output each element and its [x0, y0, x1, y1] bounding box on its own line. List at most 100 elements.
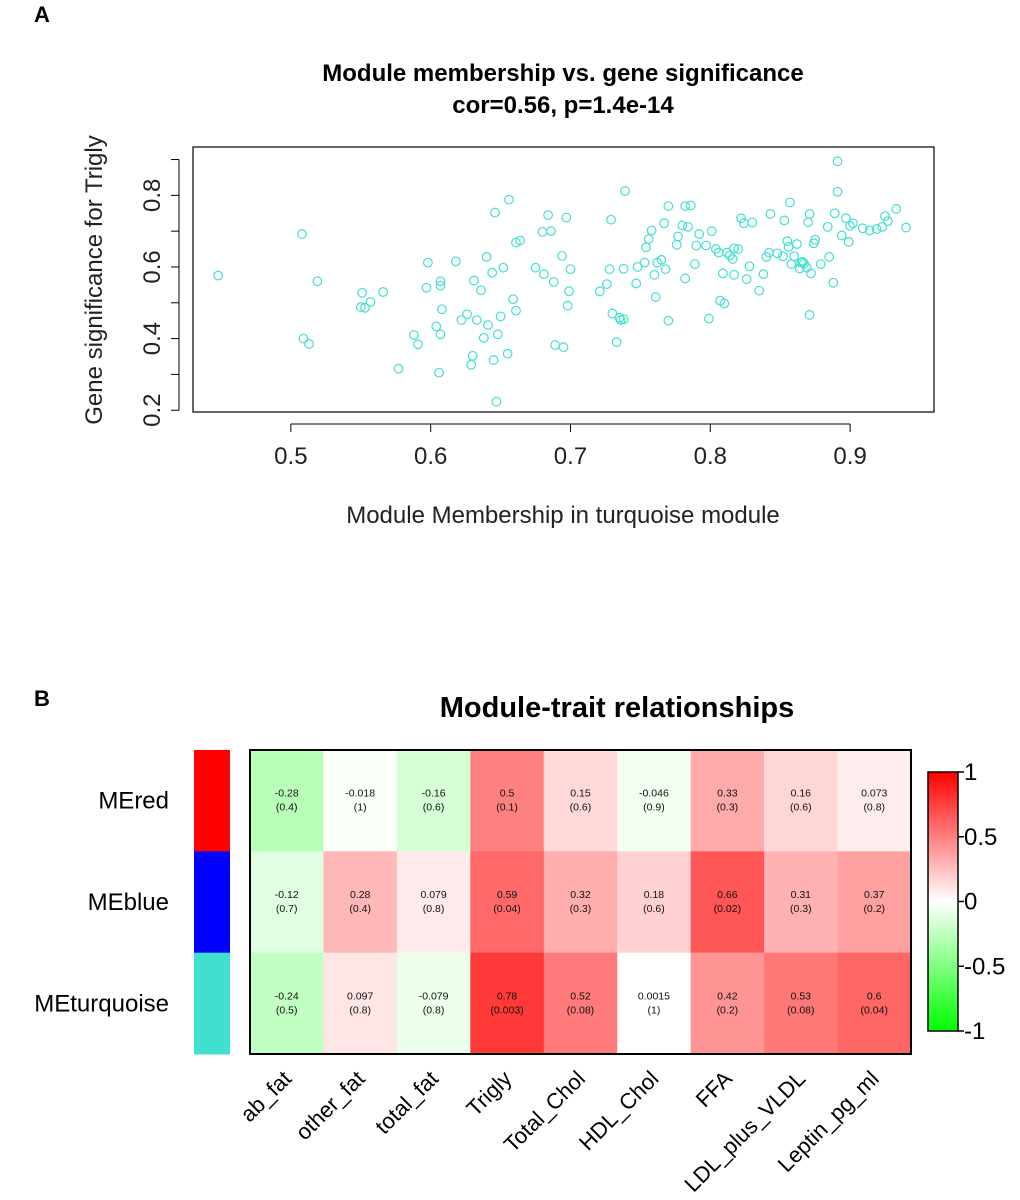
scatter-point [704, 313, 714, 324]
scatter-point [601, 279, 612, 290]
scatter-point [483, 320, 493, 330]
scatter-subtitle: cor=0.56, p=1.4e-14 [452, 92, 674, 119]
heatmap-cell-value: 0.6 [867, 990, 882, 1002]
scatter-point [832, 156, 843, 167]
scatter-point [673, 231, 684, 242]
heatmap-cell [323, 750, 398, 852]
scatter-point [641, 242, 651, 253]
heatmap-cell-pvalue: (0.08) [567, 1004, 594, 1016]
heatmap-cell-value: 0.42 [717, 990, 738, 1002]
panel-a-label: A [34, 2, 50, 27]
heatmap-cell [837, 952, 912, 1055]
scatter-point [632, 262, 643, 272]
scatter-point [607, 308, 618, 319]
scatter-point [643, 234, 654, 244]
heatmap-cell [250, 952, 324, 1055]
trait-column-label: total_fat [370, 1066, 443, 1139]
heatmap-cell-value: 0.097 [347, 990, 373, 1002]
scatter-point [378, 287, 389, 297]
scatter-point [469, 275, 479, 286]
heatmap-cell-value: 0.28 [350, 889, 371, 901]
scatter-point [543, 210, 554, 220]
scatter-point [822, 221, 833, 232]
heatmap-cell [470, 750, 545, 852]
heatmap-cell-pvalue: (0.9) [643, 802, 665, 814]
scatter-y-tick-label: 0.8 [139, 179, 166, 212]
scatter-point [481, 252, 492, 262]
scatter-point [360, 302, 370, 313]
module-row-label: MEblue [88, 889, 169, 916]
scatter-point [843, 236, 854, 247]
scatter-point [832, 186, 843, 197]
heatmap-cell-value: 0.52 [570, 990, 591, 1002]
module-row-labels: MEred MEblue MEturquoise [34, 788, 169, 1018]
heatmap-cell-pvalue: (0.003) [490, 1004, 523, 1016]
heatmap-cell-pvalue: (0.7) [276, 903, 298, 915]
scatter-point [864, 225, 875, 236]
scatter-x-tick-label: 0.9 [833, 443, 866, 470]
heatmap-cell-pvalue: (0.6) [790, 802, 812, 814]
scatter-point [891, 204, 902, 214]
scatter-point [701, 240, 712, 251]
scatter-point [565, 264, 576, 275]
scatter-point [631, 278, 642, 289]
scatter-point [594, 286, 605, 297]
heatmap-cell-value: -0.12 [275, 889, 299, 901]
scatter-point [836, 230, 847, 241]
heatmap-cell-value: 0.37 [864, 889, 885, 901]
scatter-point [213, 270, 224, 281]
heatmap-cell-value: 0.66 [717, 889, 738, 901]
scatter-point [639, 257, 650, 268]
heatmap-cell-value: 0.78 [497, 990, 518, 1002]
scatter-point [738, 218, 749, 229]
heatmap-cell-value: -0.046 [639, 788, 669, 800]
scatter-point [690, 259, 700, 270]
scatter-y-axis: 0.2 0.4 0.6 0.8 [139, 159, 180, 427]
heatmap-cell [470, 851, 545, 954]
scatter-point [450, 256, 461, 267]
scatter-point [765, 209, 776, 219]
scatter-point [663, 201, 674, 211]
heatmap-cell-pvalue: (0.6) [423, 802, 445, 814]
scatter-point [722, 247, 732, 258]
heatmap-cell [396, 851, 471, 954]
scatter-point [824, 252, 835, 262]
scatter-point [804, 310, 815, 320]
scatter-point [754, 285, 765, 296]
scatter-point [618, 263, 629, 274]
scatter-point [409, 330, 419, 340]
scatter-point [537, 226, 548, 237]
heatmap-cell [323, 952, 398, 1055]
scatter-point [717, 268, 728, 279]
heatmap-cell-pvalue: (0.4) [349, 903, 371, 915]
scatter-point [618, 314, 629, 325]
heatmap-cell [690, 851, 765, 954]
trait-column-label: FFA [691, 1066, 737, 1112]
scatter-point [304, 339, 314, 349]
module-row-label: MEred [98, 788, 169, 815]
scatter-point [546, 226, 556, 237]
scatter-point [706, 226, 717, 237]
legend-tick-label: 0 [964, 889, 977, 916]
trait-column-label: other_fat [291, 1066, 370, 1145]
heatmap-cell-pvalue: (0.04) [861, 1004, 888, 1016]
heatmap-cell-pvalue: (0.04) [493, 903, 520, 915]
scatter-point [431, 321, 442, 332]
heatmap-cell [837, 851, 912, 954]
scatter-point [782, 236, 793, 247]
scatter-point [828, 277, 839, 288]
scatter-point [462, 309, 472, 320]
heatmap-cell [250, 750, 324, 852]
scatter-point [564, 286, 574, 297]
scatter-x-tick-label: 0.8 [694, 443, 727, 470]
heatmap-cell [396, 750, 471, 852]
scatter-point [656, 254, 667, 265]
scatter-point [466, 359, 477, 370]
scatter-point [539, 269, 549, 280]
scatter-point [803, 217, 814, 228]
trait-column-label: Trigly [461, 1066, 516, 1121]
scatter-point [467, 350, 478, 361]
module-row-label: MEturquoise [34, 990, 169, 1017]
scatter-point [421, 282, 432, 293]
scatter-point [476, 285, 486, 296]
